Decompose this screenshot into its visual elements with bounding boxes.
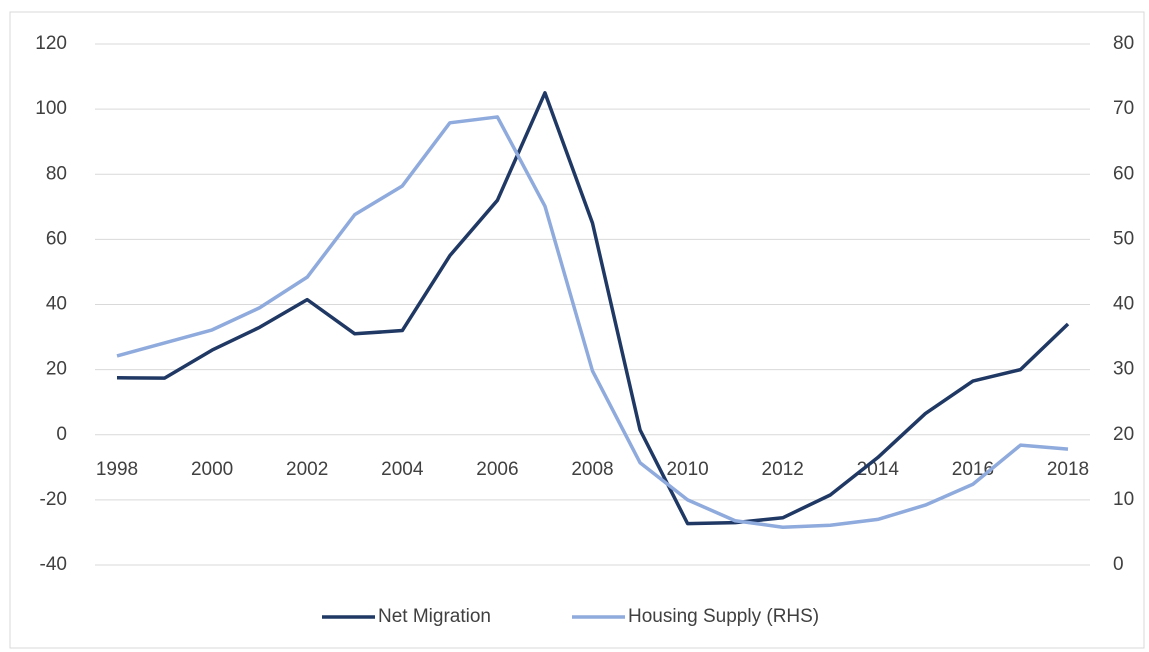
y2-tick-label: 40 xyxy=(1113,294,1134,315)
y-tick-label: 0 xyxy=(56,424,67,445)
y-tick-label: -20 xyxy=(40,489,67,510)
x-tick-label: 2006 xyxy=(476,459,518,480)
y-tick-label: 60 xyxy=(46,228,67,249)
x-tick-label: 2016 xyxy=(952,459,994,480)
chart-border xyxy=(9,11,1145,649)
legend-label: Net Migration xyxy=(378,606,491,627)
y-tick-label: 20 xyxy=(46,359,67,380)
y2-tick-label: 10 xyxy=(1113,489,1134,510)
series-line xyxy=(116,115,1069,529)
x-tick-label: 2002 xyxy=(286,459,328,480)
y-tick-label: 100 xyxy=(35,98,67,119)
x-tick-label: 2004 xyxy=(381,459,424,480)
y-tick-label: 40 xyxy=(46,294,67,315)
y2-tick-label: 30 xyxy=(1113,359,1134,380)
y-tick-label: 120 xyxy=(35,33,67,54)
y2-tick-label: 70 xyxy=(1113,98,1134,119)
series-line xyxy=(116,91,1070,526)
x-tick-label: 1998 xyxy=(96,459,138,480)
x-tick-label: 2000 xyxy=(191,459,233,480)
x-tick-label: 2018 xyxy=(1047,459,1089,480)
y2-tick-label: 0 xyxy=(1113,554,1124,575)
x-tick-label: 2008 xyxy=(571,459,613,480)
y-tick-label: 80 xyxy=(46,163,67,184)
x-tick-label: 2012 xyxy=(762,459,804,480)
y-tick-label: -40 xyxy=(40,554,67,575)
x-tick-label: 2010 xyxy=(666,459,708,480)
legend-label: Housing Supply (RHS) xyxy=(628,606,819,627)
y2-tick-label: 50 xyxy=(1113,228,1134,249)
y2-tick-label: 60 xyxy=(1113,163,1134,184)
y2-tick-label: 20 xyxy=(1113,424,1134,445)
y2-tick-label: 80 xyxy=(1113,33,1134,54)
